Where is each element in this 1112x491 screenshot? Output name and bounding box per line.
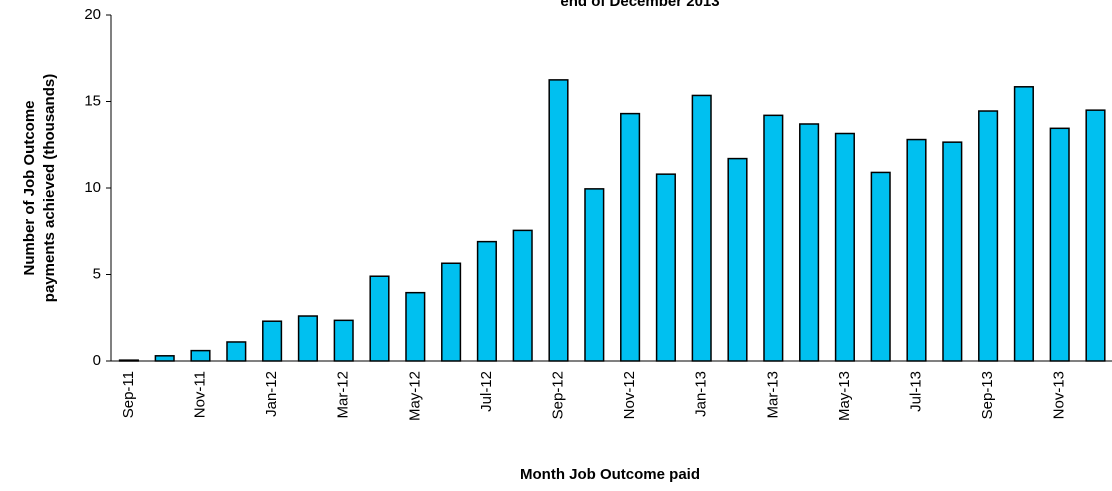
x-tick-label: Mar-12	[335, 371, 352, 419]
y-tick-label: 5	[93, 265, 101, 282]
bar	[476, 240, 497, 362]
bar	[297, 315, 318, 362]
bar	[727, 157, 748, 362]
bar	[441, 262, 462, 362]
x-axis-label: Month Job Outcome paid	[520, 466, 700, 483]
x-tick-label: Nov-13	[1051, 371, 1068, 419]
y-tick-label: 20	[84, 6, 101, 23]
bar	[548, 79, 569, 362]
bar	[369, 275, 390, 362]
x-tick-label: Nov-11	[191, 371, 208, 418]
bar	[154, 355, 175, 362]
x-tick-label: Sep-11	[120, 371, 137, 418]
y-axis-label: Number of Job Outcome	[21, 100, 38, 275]
bar	[870, 171, 891, 362]
bar	[799, 123, 820, 362]
y-tick-label: 10	[84, 179, 101, 196]
x-tick-label: Sep-12	[549, 371, 566, 419]
bar	[834, 132, 855, 362]
bar	[262, 320, 283, 362]
bar	[620, 112, 641, 362]
bar	[1049, 127, 1070, 362]
bar	[512, 229, 533, 362]
x-tick-label: Jul-12	[478, 371, 495, 412]
bar	[190, 349, 211, 362]
bar	[763, 114, 784, 362]
x-tick-label: Jan-13	[693, 371, 710, 417]
bar	[584, 188, 605, 362]
bar	[691, 94, 712, 362]
bar	[655, 173, 676, 362]
x-tick-label: Jul-13	[907, 371, 924, 412]
bar	[1013, 86, 1034, 362]
bar	[226, 341, 247, 362]
x-tick-label: Sep-13	[979, 371, 996, 419]
bar	[333, 319, 354, 362]
y-tick-label: 15	[84, 92, 101, 109]
x-tick-label: Nov-12	[621, 371, 638, 419]
bar	[405, 291, 426, 362]
x-tick-label: May-12	[406, 371, 423, 421]
bar	[906, 138, 927, 362]
bar	[942, 141, 963, 362]
bar	[1085, 109, 1106, 362]
x-tick-label: May-13	[836, 371, 853, 421]
chart-title: end of December 2013	[560, 0, 719, 10]
y-axis-label: payments achieved (thousands)	[41, 74, 58, 302]
y-tick-label: 0	[93, 352, 101, 369]
x-tick-label: Jan-12	[263, 371, 280, 417]
x-tick-label: Mar-13	[764, 371, 781, 419]
bar	[978, 110, 999, 362]
